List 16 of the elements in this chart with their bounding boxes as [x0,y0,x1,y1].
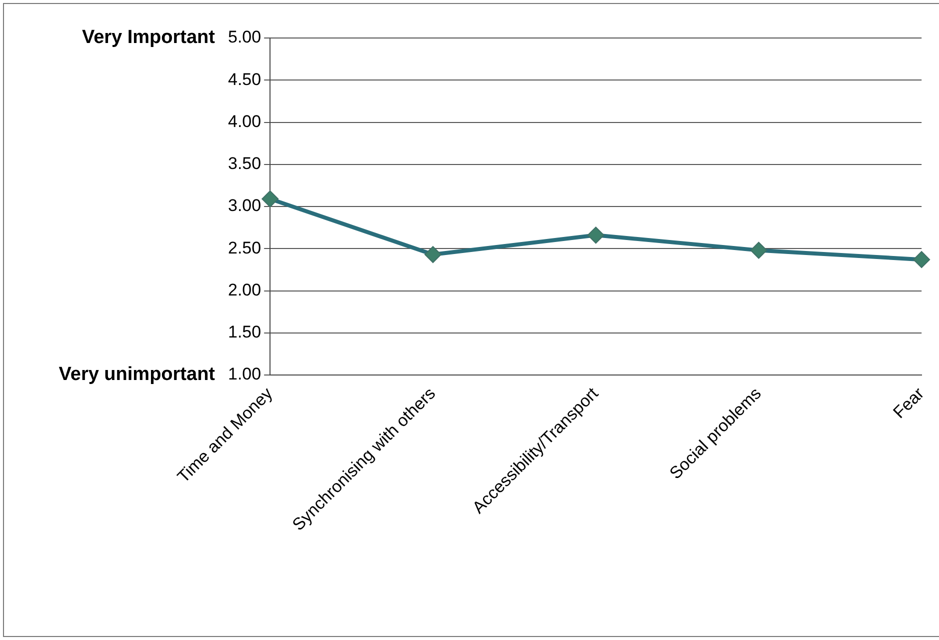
y-tick-label: 4.00 [228,112,262,131]
y-tick-label: 1.00 [228,364,262,384]
y-tick-label: 5.00 [228,28,262,47]
point [750,242,768,259]
text: Very unimportant [58,364,216,386]
point [913,251,930,268]
y-tick-label: 4.50 [228,70,262,89]
y-tick-label: 2.00 [228,280,262,300]
point [262,190,279,208]
point [587,226,604,244]
y-tick-label: 3.00 [228,196,262,216]
y-tick-label: 1.50 [228,322,262,342]
point [424,246,442,264]
text: Very Important [82,27,216,48]
y-tick-label: 3.50 [228,154,262,174]
y-tick-label: 2.50 [228,238,262,258]
